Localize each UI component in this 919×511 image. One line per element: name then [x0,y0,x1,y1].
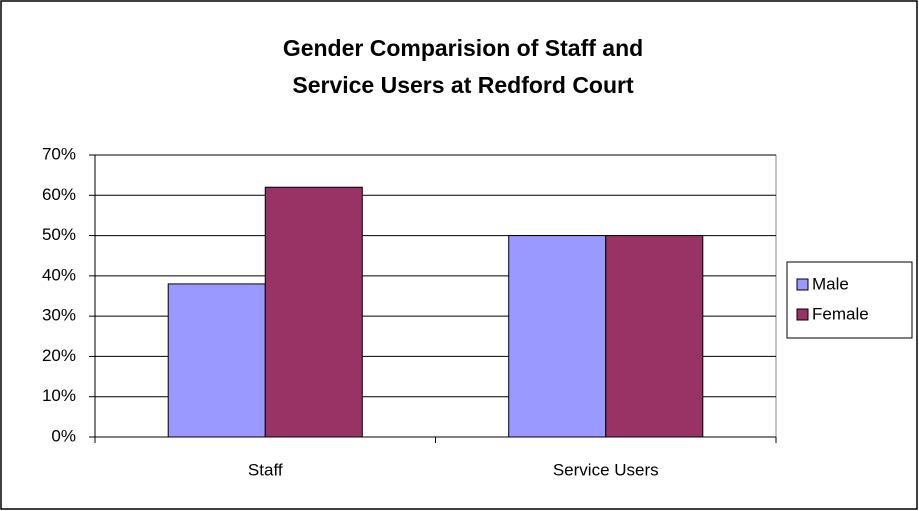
legend-swatch [796,278,809,291]
legend-label: Female [812,304,869,323]
y-tick-label: 10% [42,386,76,405]
legend-box [786,261,913,339]
legend-swatch [796,308,809,321]
x-tick-label: Service Users [553,460,659,479]
y-tick-label: 30% [42,306,76,325]
y-tick-label: 0% [51,426,76,445]
x-tick-label: Staff [248,460,283,479]
bar [167,283,266,438]
y-tick-label: 40% [42,265,76,284]
chart-title: Gender Comparision of Staff and Service … [282,35,644,98]
y-tick-label: 50% [42,225,76,244]
legend-label: Male [812,274,849,293]
y-tick-label: 20% [42,346,76,365]
bar [508,235,607,438]
y-tick-label: 60% [42,185,76,204]
y-tick-label: 70% [42,144,76,163]
bar [264,186,363,438]
bar [605,235,704,438]
